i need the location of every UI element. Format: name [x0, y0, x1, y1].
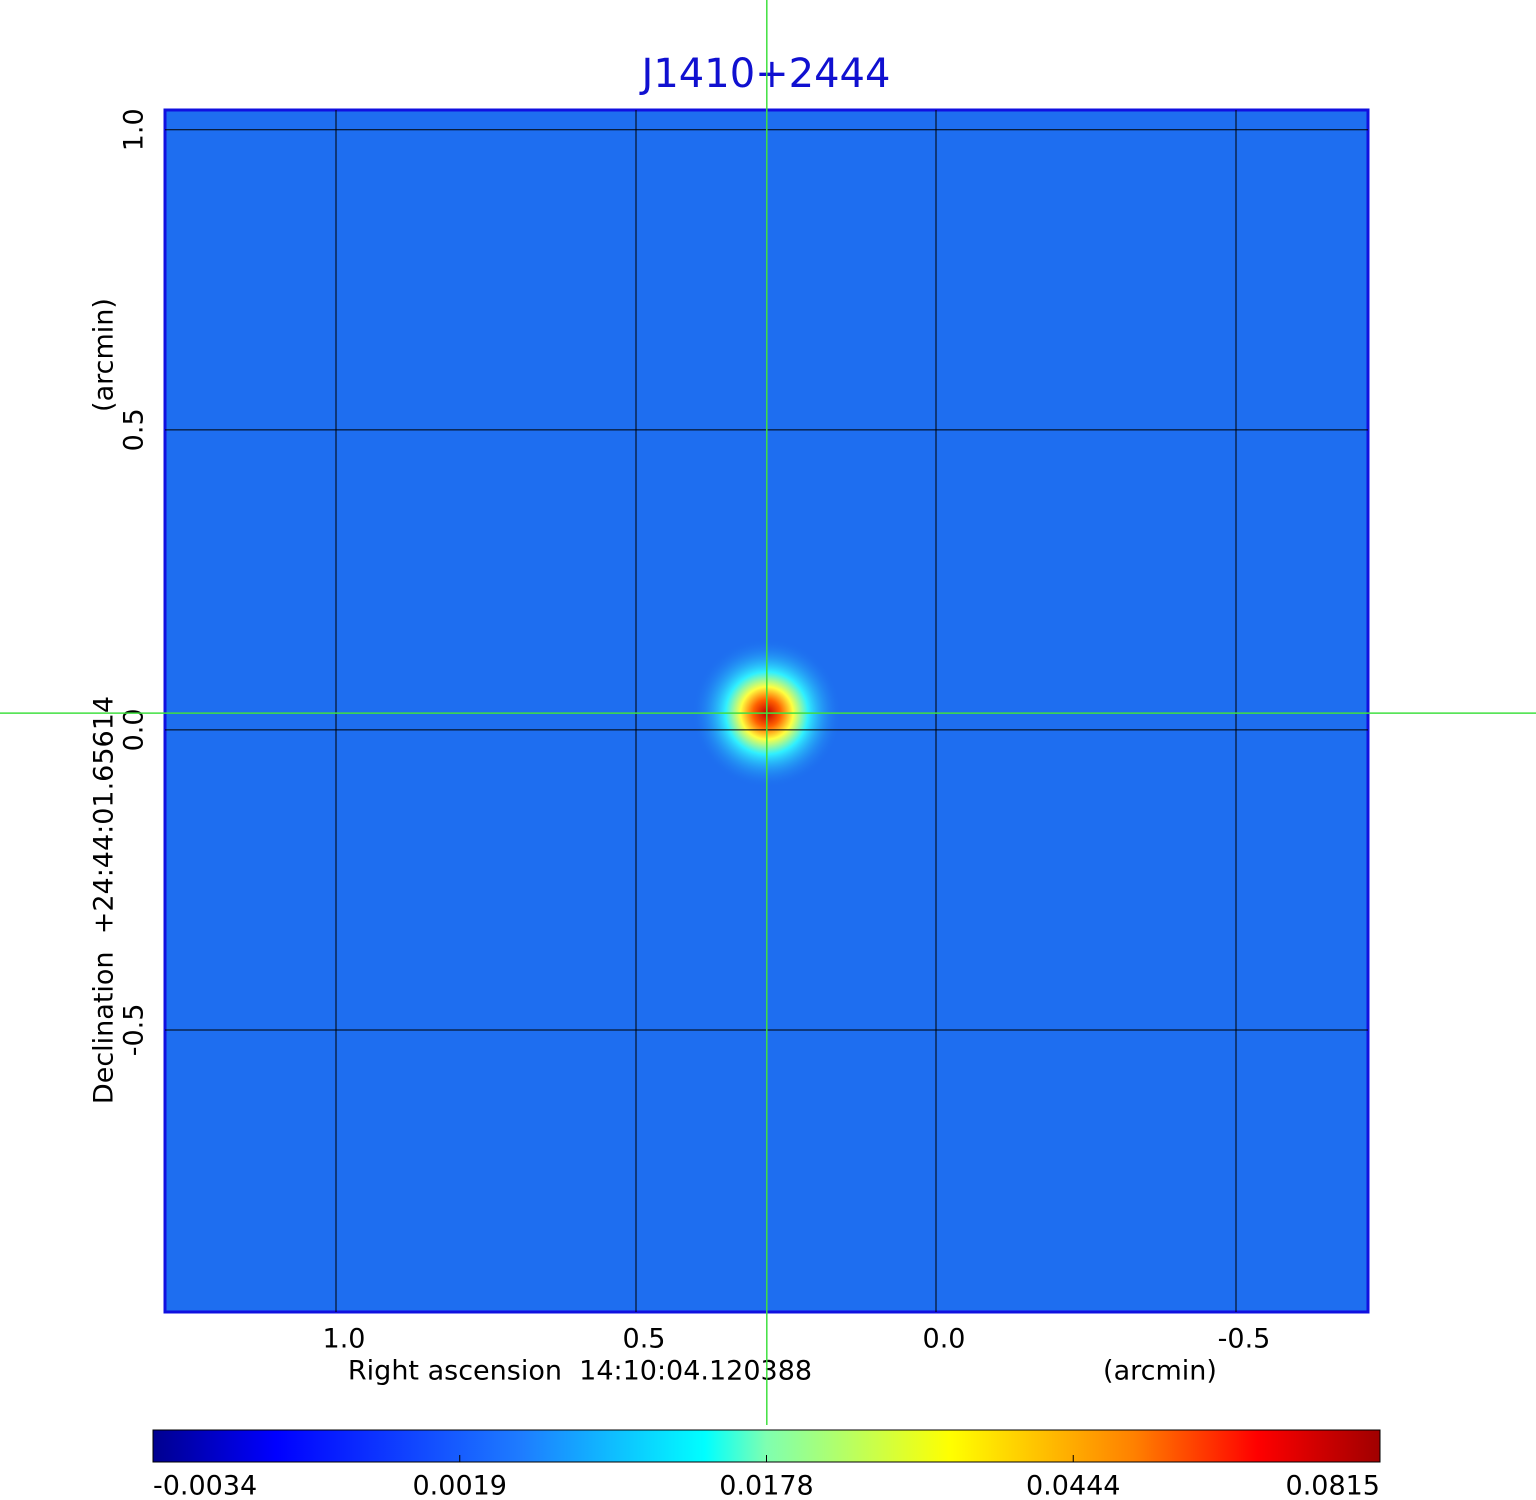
- y-axis-unit: (arcmin): [89, 298, 120, 412]
- y-tick-label: 1.0: [119, 108, 150, 151]
- y-tick-label: -0.5: [119, 1004, 150, 1057]
- x-axis-unit: (arcmin): [1103, 1356, 1217, 1387]
- x-tick-label: -0.5: [1218, 1324, 1271, 1355]
- colorbar-tick-label: 0.0178: [719, 1471, 813, 1500]
- y-tick-label: 0.5: [119, 408, 150, 451]
- x-tick-label: 0.5: [623, 1324, 666, 1355]
- x-tick-label: 0.0: [923, 1324, 966, 1355]
- colorbar-tick-label: -0.0034: [153, 1471, 257, 1500]
- colorbar-tick-label: 0.0019: [413, 1471, 507, 1500]
- y-tick-label: 0.0: [119, 708, 150, 751]
- colorbar-tick-label: 0.0444: [1026, 1471, 1120, 1500]
- x-tick-label: 1.0: [323, 1324, 366, 1355]
- colorbar-tick-label: 0.0815: [1286, 1471, 1380, 1500]
- y-axis-label: Declination +24:44:01.65614: [89, 696, 120, 1104]
- x-axis-label: Right ascension 14:10:04.120388: [348, 1356, 812, 1387]
- chart-title: J1410+2444: [639, 51, 891, 97]
